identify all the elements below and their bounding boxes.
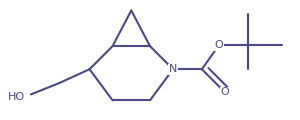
Text: N: N	[169, 64, 177, 74]
Text: O: O	[215, 40, 224, 50]
Text: O: O	[220, 87, 229, 97]
Text: HO: HO	[8, 92, 25, 102]
